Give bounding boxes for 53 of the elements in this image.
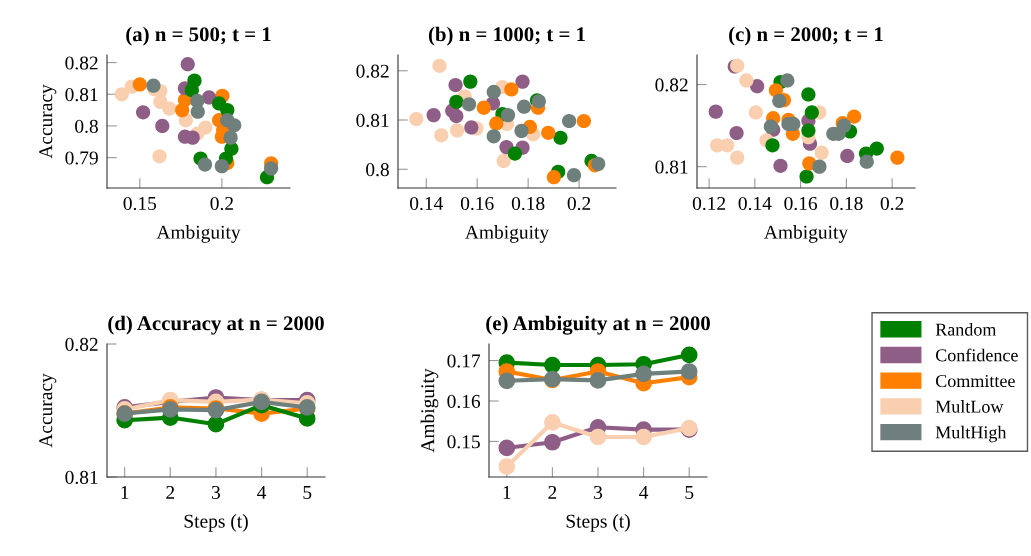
- x-tick-label: 0.2: [880, 196, 904, 211]
- y-tick-label: 0.15: [447, 435, 480, 449]
- x-tick-label: 2: [166, 485, 175, 499]
- y-tick-label: 0.81: [655, 160, 688, 174]
- y-tick-label: 0.16: [447, 394, 481, 409]
- x-tick-label: 0.2: [567, 196, 591, 211]
- y-tick-label: 0.79: [65, 151, 98, 165]
- y-tick-label: 0.82: [65, 56, 98, 70]
- x-tick-label: 0.16: [784, 196, 818, 211]
- x-tick-label: 0.2: [210, 196, 233, 211]
- y-tick-label: 0.8: [75, 119, 98, 133]
- x-tick-label: 4: [257, 486, 267, 499]
- x-tick-label: 0.15: [123, 196, 157, 211]
- x-axis-title: Steps (t): [566, 514, 630, 532]
- x-tick-label: 0.18: [830, 196, 863, 211]
- chart-title: (c) n = 2000; t = 1: [729, 26, 883, 46]
- x-tick-label: 0.16: [460, 196, 494, 211]
- y-axis-title: Accuracy: [39, 373, 57, 448]
- legend-label: Confidence: [935, 348, 1018, 362]
- x-tick-label: 4: [639, 486, 649, 499]
- y-tick-label: 0.81: [356, 113, 389, 128]
- x-tick-label: 5: [685, 486, 694, 500]
- x-tick-label: 3: [594, 485, 603, 500]
- legend-label: MultHigh: [935, 425, 1007, 443]
- y-tick-label: 0.82: [65, 337, 98, 352]
- y-tick-label: 0.81: [65, 470, 98, 485]
- y-tick-label: 0.17: [447, 354, 481, 368]
- x-axis-title: Steps (t): [184, 514, 248, 532]
- x-axis-title: Ambiguity: [465, 225, 550, 243]
- y-tick-label: 0.81: [65, 88, 98, 102]
- x-tick-label: 0.12: [692, 196, 726, 211]
- chart-title: (d) Accuracy at n = 2000: [108, 315, 324, 335]
- x-tick-label: 5: [303, 486, 312, 500]
- x-tick-label: 1: [503, 485, 511, 499]
- x-tick-label: 0.14: [738, 196, 772, 211]
- chart-title: (a) n = 500; t = 1: [126, 26, 271, 46]
- x-tick-label: 0.14: [410, 196, 443, 211]
- x-tick-label: 3: [212, 485, 221, 500]
- y-axis-title: Ambiguity: [420, 368, 439, 453]
- x-tick-label: 0.18: [511, 196, 545, 211]
- x-axis-title: Ambiguity: [764, 225, 849, 243]
- chart-title: (e) Ambiguity at n = 2000: [486, 315, 710, 335]
- legend-label: Random: [935, 323, 997, 336]
- legend-label: Committee: [935, 374, 1015, 388]
- x-axis-title: Ambiguity: [156, 225, 241, 243]
- y-axis-title: Accuracy: [39, 84, 57, 159]
- x-tick-label: 2: [548, 485, 557, 499]
- y-tick-label: 0.82: [655, 78, 688, 92]
- legend-label: MultLow: [935, 400, 1004, 413]
- y-tick-label: 0.82: [356, 64, 389, 78]
- chart-title: (b) n = 1000; t = 1: [428, 26, 585, 46]
- x-tick-label: 1: [121, 485, 129, 499]
- y-tick-label: 0.8: [366, 163, 389, 177]
